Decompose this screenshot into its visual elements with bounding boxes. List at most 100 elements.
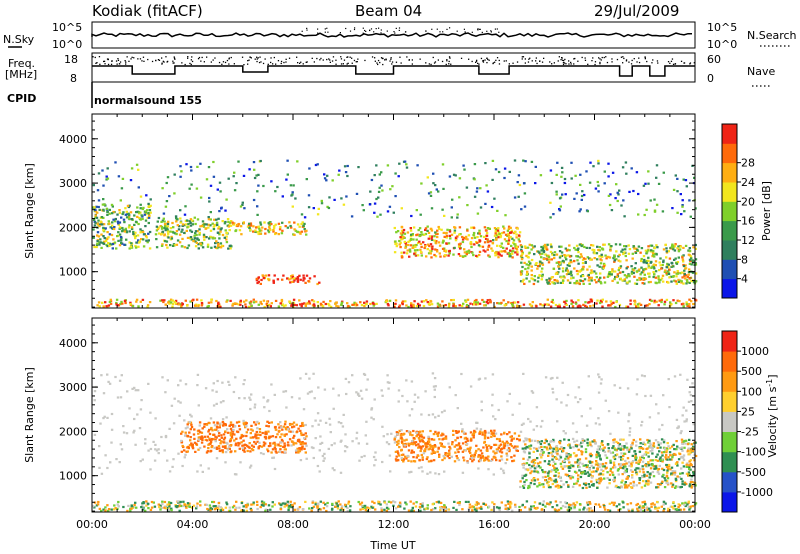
power-echo	[518, 240, 521, 243]
nave-dot	[110, 63, 113, 65]
power-echo	[547, 255, 551, 259]
power-echo	[514, 245, 517, 248]
power-echo	[274, 299, 278, 302]
velocity-echo	[459, 447, 463, 450]
velocity-echo	[250, 444, 254, 447]
power-echo	[607, 304, 610, 307]
nave-dot	[111, 60, 113, 62]
nave-dot	[161, 57, 163, 59]
power-echo	[442, 240, 445, 243]
power-echo	[291, 191, 294, 194]
velocity-echo	[220, 434, 223, 437]
velocity-echo	[682, 440, 685, 443]
power-echo	[668, 268, 671, 271]
power-echo	[402, 231, 405, 234]
velocity-echo	[547, 443, 551, 446]
power-echo	[491, 159, 495, 162]
power-echo	[110, 203, 114, 206]
velocity-echo	[490, 446, 493, 449]
power-echo	[690, 257, 693, 260]
power-echo	[580, 194, 584, 198]
velocity-echo	[655, 486, 658, 489]
power-echo	[549, 169, 553, 172]
velocity-echo	[500, 433, 503, 436]
velocity-echo	[100, 509, 103, 512]
power-echo	[169, 227, 173, 230]
velocity-echo	[200, 431, 204, 434]
power-echo	[238, 229, 242, 232]
power-echo	[608, 271, 612, 274]
power-echo	[137, 245, 140, 248]
velocity-echo	[536, 449, 539, 452]
power-echo	[453, 231, 456, 234]
cpid-label: CPID	[7, 92, 36, 105]
velocity-echo	[560, 445, 563, 449]
power-echo	[640, 271, 643, 274]
velocity-echo	[679, 486, 682, 489]
power-echo	[466, 238, 469, 241]
velocity-echo	[643, 453, 646, 456]
velocity-echo	[595, 470, 598, 473]
power-echo	[288, 300, 291, 303]
velocity-echo	[178, 503, 182, 506]
power-echo	[665, 266, 668, 269]
power-echo	[647, 245, 650, 248]
power-echo	[429, 299, 432, 303]
power-echo	[106, 167, 109, 170]
power-echo	[581, 266, 585, 269]
power-echo	[127, 216, 131, 219]
velocity-echo	[491, 458, 494, 461]
nave-dot	[190, 59, 192, 61]
velocity-echo	[622, 506, 625, 509]
velocity-echo	[687, 447, 690, 450]
power-echo	[608, 273, 611, 276]
power-echo	[593, 279, 596, 282]
velocity-echo	[274, 436, 278, 439]
power-echo	[119, 236, 123, 239]
velocity-echo	[670, 482, 673, 485]
power-echo	[443, 249, 446, 252]
power-echo	[107, 236, 110, 239]
velocity-echo	[671, 485, 674, 488]
power-echo	[435, 240, 438, 243]
velocity-echo	[669, 454, 672, 457]
velocity-echo	[287, 502, 290, 506]
power-echo	[266, 300, 269, 303]
power-echo	[509, 231, 512, 234]
power-echo	[458, 177, 462, 180]
velocity-echo	[653, 467, 656, 470]
power-echo	[428, 235, 432, 238]
power-echo	[601, 305, 604, 308]
velocity-echo	[401, 458, 404, 461]
power-echo	[304, 281, 307, 284]
nave-dot	[594, 63, 596, 66]
power-echo	[229, 247, 232, 250]
power-echo	[511, 303, 514, 306]
nave-dot	[680, 60, 683, 62]
power-echo	[227, 177, 230, 180]
power-echo	[692, 281, 696, 284]
velocity-echo	[397, 454, 401, 457]
nave-dot	[355, 61, 357, 63]
power-echo	[218, 181, 222, 184]
velocity-echo	[566, 465, 569, 468]
power-echo	[422, 241, 425, 244]
power-echo	[129, 179, 133, 182]
power-echo	[118, 233, 122, 236]
velocity-echo	[495, 448, 499, 451]
power-echo	[655, 203, 659, 206]
velocity-echo	[302, 442, 305, 445]
velocity-echo	[559, 447, 562, 451]
nave-dot	[644, 56, 646, 58]
velocity-echo	[589, 502, 592, 505]
power-echo	[420, 254, 423, 257]
power-echo	[640, 247, 644, 250]
velocity-echo	[397, 452, 400, 455]
velocity-echo	[231, 423, 235, 426]
velocity-echo	[495, 459, 498, 462]
velocity-echo	[578, 443, 582, 446]
power-echo	[314, 163, 318, 167]
velocity-echo	[218, 432, 221, 435]
velocity-echo	[664, 479, 667, 482]
velocity-echo	[361, 505, 364, 508]
